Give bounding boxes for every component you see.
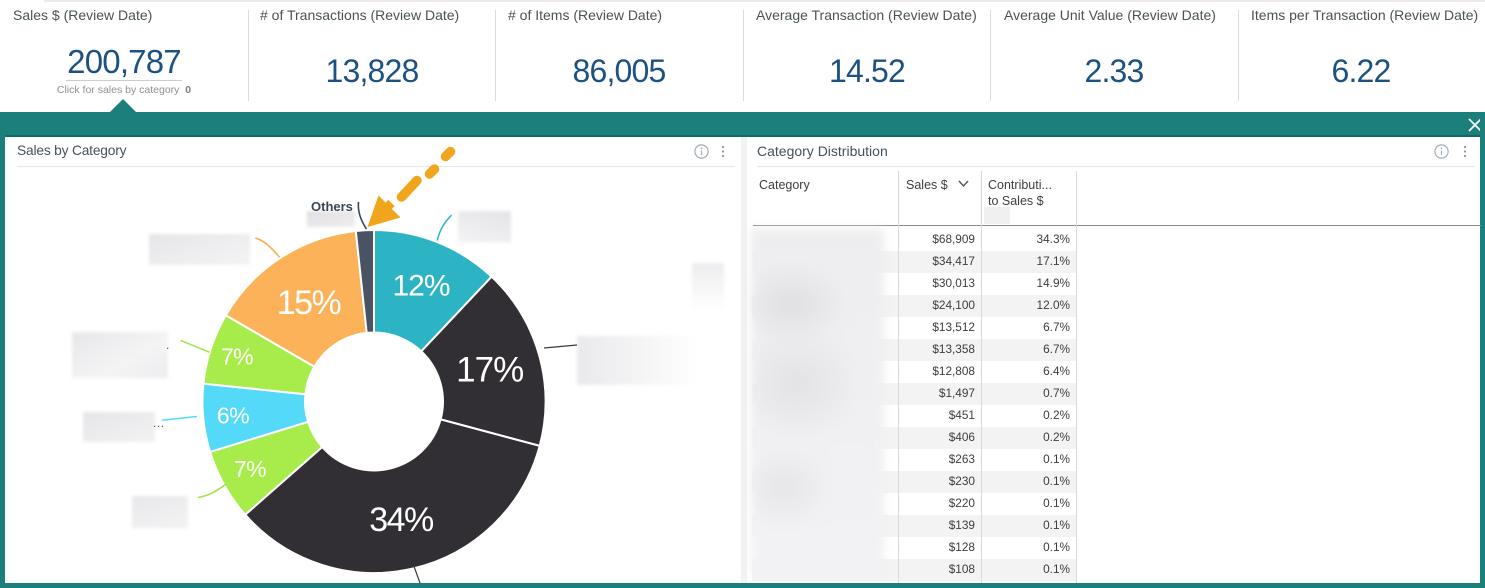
svg-text:6%: 6% bbox=[217, 403, 249, 429]
svg-text:Others: Others bbox=[311, 199, 353, 214]
svg-text:17%: 17% bbox=[456, 351, 523, 390]
svg-text:34%: 34% bbox=[369, 501, 434, 539]
svg-text:7%: 7% bbox=[234, 456, 266, 482]
svg-text:12%: 12% bbox=[392, 270, 449, 303]
svg-text:7%: 7% bbox=[221, 344, 253, 370]
svg-text:15%: 15% bbox=[277, 284, 342, 322]
